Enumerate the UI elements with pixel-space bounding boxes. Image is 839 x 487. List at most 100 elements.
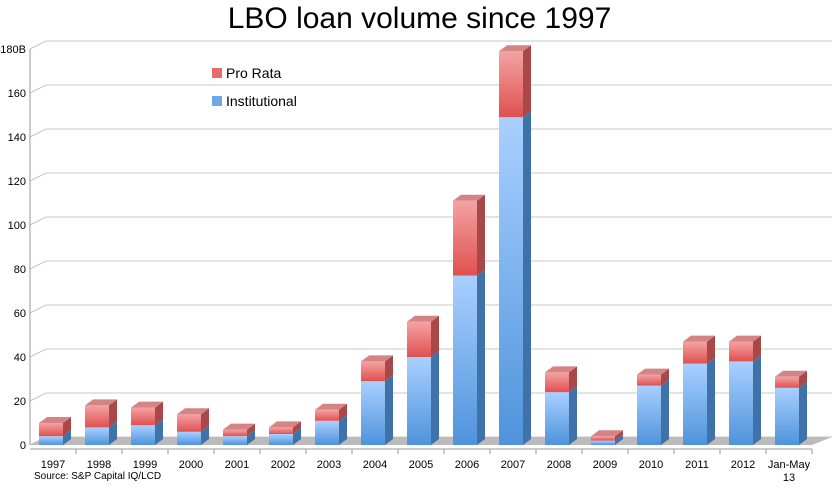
bar-pro-rata: [361, 361, 385, 382]
bar-institutional: [637, 385, 661, 445]
bar-pro-rata: [407, 321, 431, 357]
y-tick-label: 140: [8, 132, 26, 144]
bar-top: [315, 403, 347, 410]
bar-institutional: [683, 363, 707, 445]
bar-institutional: [499, 117, 523, 445]
bar-top: [177, 408, 209, 415]
bar-side: [63, 417, 71, 437]
bar-side: [201, 408, 209, 432]
bar-institutional: [775, 387, 799, 445]
y-tick-label: 120: [8, 176, 26, 188]
bar-side: [753, 335, 761, 362]
bar-institutional: [177, 431, 201, 445]
bar-pro-rata: [39, 423, 63, 437]
bar-institutional: [407, 357, 431, 445]
bar-side: [431, 315, 439, 357]
gridline-depth: [29, 128, 47, 138]
bar-side: [155, 419, 163, 445]
y-tick-label: 100: [8, 220, 26, 232]
bar-side: [293, 428, 301, 445]
y-tick-label: 20: [14, 396, 26, 408]
bar-side: [753, 355, 761, 445]
bar-pro-rata: [223, 429, 247, 437]
gridline-depth: [29, 40, 47, 50]
bar-side: [477, 194, 485, 276]
x-tick-label: 2001: [225, 459, 249, 471]
gridline-depth: [29, 172, 47, 182]
bar-institutional: [269, 434, 293, 445]
bar-side: [661, 379, 669, 445]
x-tick-label: 2000: [179, 459, 203, 471]
y-tick-label: 0: [20, 440, 26, 452]
bar-institutional: [453, 275, 477, 445]
gridline-depth: [29, 84, 47, 94]
bar-top: [637, 368, 669, 375]
bar-top: [131, 401, 163, 408]
bar-side: [385, 375, 393, 445]
bar-side: [569, 366, 577, 393]
bar-side: [707, 335, 715, 364]
bar-pro-rata: [775, 376, 799, 388]
bar-institutional: [545, 392, 569, 445]
x-tick-label: 2011: [685, 459, 709, 471]
x-tick-label: 2007: [501, 459, 525, 471]
bar-institutional: [131, 425, 155, 445]
x-tick-label: 2009: [593, 459, 617, 471]
x-tick-label: 2006: [455, 459, 479, 471]
x-tick-label: 2004: [363, 459, 387, 471]
bar-pro-rata: [591, 436, 615, 441]
legend-swatch: [212, 96, 222, 106]
x-tick-label: 1999: [133, 459, 157, 471]
bar-top: [775, 370, 807, 377]
bar-institutional: [315, 420, 339, 445]
bar-institutional: [591, 440, 615, 445]
bar-top: [223, 423, 255, 430]
bar-side: [615, 434, 623, 445]
bar-top: [85, 399, 117, 406]
x-tick-label: 2003: [317, 459, 341, 471]
bar-pro-rata: [499, 51, 523, 118]
bar-side: [385, 355, 393, 382]
x-tick-label: 2012: [731, 459, 755, 471]
bar-pro-rata: [729, 341, 753, 362]
bar-side: [661, 368, 669, 386]
bar-pro-rata: [683, 341, 707, 364]
bar-pro-rata: [131, 407, 155, 426]
gridline-depth: [29, 348, 47, 358]
bar-side: [707, 357, 715, 445]
bar-side: [155, 401, 163, 426]
x-tick-label: 2005: [409, 459, 433, 471]
bar-top: [39, 417, 71, 423]
bar-pro-rata: [637, 374, 661, 386]
bar-side: [247, 423, 255, 437]
bar-side: [109, 421, 117, 445]
bar-side: [247, 430, 255, 445]
x-tick-label: 1997: [41, 459, 65, 471]
bar-institutional: [85, 427, 109, 445]
bar-top: [683, 335, 715, 342]
bar-side: [799, 370, 807, 388]
bar-top: [361, 355, 393, 362]
x-tick-label: 1998: [87, 459, 111, 471]
bar-side: [523, 45, 531, 118]
bar-institutional: [361, 381, 385, 445]
bar-side: [431, 351, 439, 445]
x-tick-label: 2002: [271, 459, 295, 471]
bar-pro-rata: [453, 200, 477, 276]
bar-institutional: [39, 436, 63, 445]
bar-top: [729, 335, 761, 342]
bar-pro-rata: [85, 405, 109, 428]
x-tick-label: 2008: [547, 459, 571, 471]
y-tick-label: 60: [14, 308, 26, 320]
bar-top: [591, 430, 623, 437]
bar-side: [339, 414, 347, 445]
x-tick-label: Jan-May: [768, 459, 811, 471]
chart-title: LBO loan volume since 1997: [227, 2, 612, 35]
bar-top: [407, 315, 439, 322]
bar-side: [63, 430, 71, 445]
gridline-depth: [29, 304, 47, 314]
legend-label: Institutional: [226, 93, 297, 109]
x-tick-label: 2010: [639, 459, 663, 471]
bar-top: [499, 45, 531, 52]
